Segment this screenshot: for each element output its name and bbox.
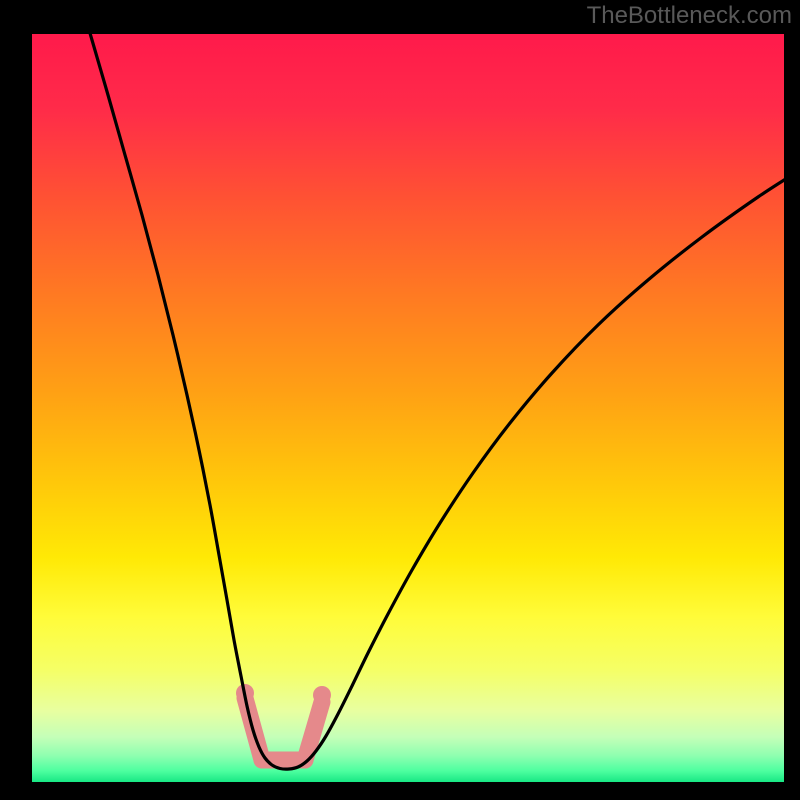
chart-frame: TheBottleneck.com <box>0 0 800 800</box>
watermark-text: TheBottleneck.com <box>587 2 792 30</box>
plot-background-gradient <box>32 34 784 782</box>
